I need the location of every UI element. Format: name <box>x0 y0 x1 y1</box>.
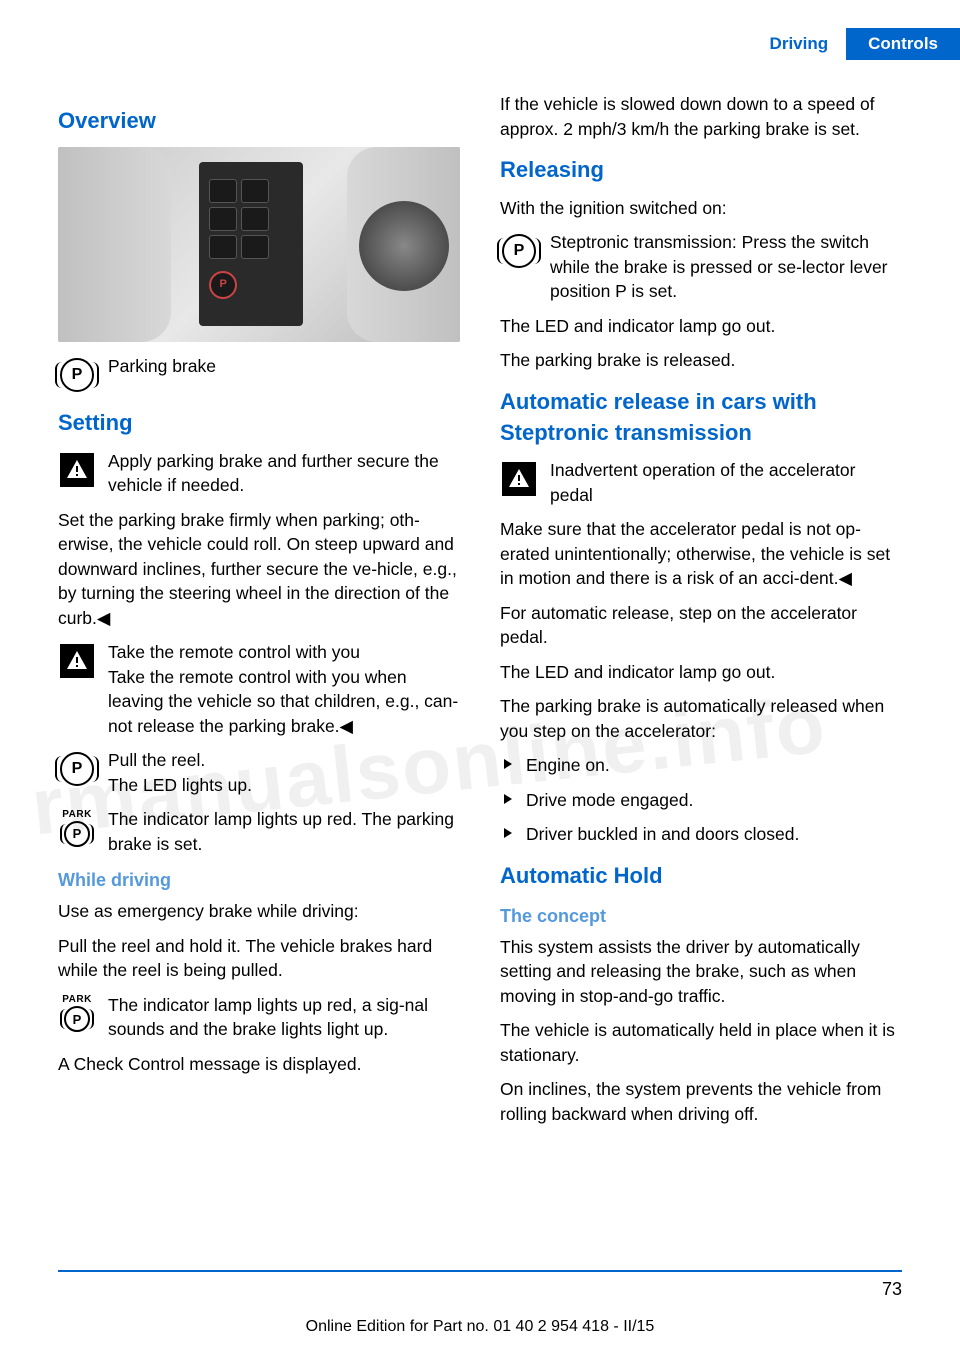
bullet-text: Engine on. <box>526 753 610 778</box>
list-item: Engine on. <box>500 753 902 778</box>
while-driving-p1: Use as emergency brake while driving: <box>58 899 460 924</box>
setting-heading: Setting <box>58 408 460 439</box>
setting-warning1-title: Apply parking brake and further secure t… <box>108 449 460 498</box>
releasing-p2: The LED and indicator lamp go out. <box>500 314 902 339</box>
list-item: Drive mode engaged. <box>500 788 902 813</box>
while-driving-indicator: The indicator lamp lights up red, a sig‐… <box>108 993 460 1042</box>
auto-hold-p2: The vehicle is automatically held in pla… <box>500 1018 902 1067</box>
auto-hold-heading: Automatic Hold <box>500 861 902 892</box>
setting-warning1-body: Set the parking brake firmly when parkin… <box>58 508 460 631</box>
page-number: 73 <box>882 1279 902 1300</box>
concept-heading: The concept <box>500 904 902 929</box>
auto-hold-p3: On inclines, the system prevents the veh… <box>500 1077 902 1126</box>
while-driving-p3: A Check Control message is displayed. <box>58 1052 460 1077</box>
auto-release-p2: The LED and indicator lamp go out. <box>500 660 902 685</box>
parking-brake-icon: P <box>58 750 96 788</box>
parking-brake-icon: P <box>58 356 96 394</box>
setting-indicator-text: The indicator lamp lights up red. The pa… <box>108 807 460 856</box>
auto-hold-p1: This system assists the driver by automa… <box>500 935 902 1009</box>
releasing-p1: With the ignition switched on: <box>500 196 902 221</box>
header-tabs: Driving Controls <box>752 28 960 60</box>
pull-reel-line2: The LED lights up. <box>108 773 460 798</box>
warning-icon <box>58 451 96 489</box>
warning-icon <box>500 460 538 498</box>
auto-release-p3: The parking brake is automatically relea… <box>500 694 902 743</box>
warning-icon <box>58 642 96 680</box>
list-item: Driver buckled in and doors closed. <box>500 822 902 847</box>
right-column: If the vehicle is slowed down down to a … <box>500 92 902 1252</box>
right-intro: If the vehicle is slowed down down to a … <box>500 92 902 141</box>
while-driving-p2: Pull the reel and hold it. The vehicle b… <box>58 934 460 983</box>
auto-release-warn-title: Inadvertent operation of the accelerator… <box>550 458 902 507</box>
auto-release-heading: Automatic release in cars with Steptroni… <box>500 387 902 449</box>
overview-caption: Parking brake <box>108 354 460 379</box>
parking-brake-icon: P <box>500 232 538 270</box>
auto-release-bullets: Engine on. Drive mode engaged. Driver bu… <box>500 753 902 847</box>
releasing-p3: The parking brake is released. <box>500 348 902 373</box>
while-driving-heading: While driving <box>58 868 460 893</box>
releasing-heading: Releasing <box>500 155 902 186</box>
park-indicator-icon: PARKP <box>58 995 96 1033</box>
overview-heading: Overview <box>58 106 460 137</box>
bullet-text: Driver buckled in and doors closed. <box>526 822 799 847</box>
setting-warning2-body: Take the remote control with you when le… <box>108 667 458 736</box>
overview-image: P <box>58 147 460 342</box>
releasing-icon-text: Steptronic transmission: Press the switc… <box>550 230 902 304</box>
header-section: Driving <box>752 28 847 60</box>
auto-release-warn-body: Make sure that the accelerator pedal is … <box>500 517 902 591</box>
left-column: Overview P P Parking brake Setting <box>58 92 460 1252</box>
pull-reel-line1: Pull the reel. <box>108 748 460 773</box>
bullet-text: Drive mode engaged. <box>526 788 693 813</box>
park-indicator-icon: PARKP <box>58 809 96 847</box>
footer-rule <box>58 1270 902 1272</box>
setting-warning2-title: Take the remote control with you <box>108 640 460 665</box>
page-content: Overview P P Parking brake Setting <box>58 92 902 1252</box>
header-subsection: Controls <box>846 28 960 60</box>
footer-text: Online Edition for Part no. 01 40 2 954 … <box>0 1318 960 1336</box>
auto-release-p1: For automatic release, step on the accel… <box>500 601 902 650</box>
